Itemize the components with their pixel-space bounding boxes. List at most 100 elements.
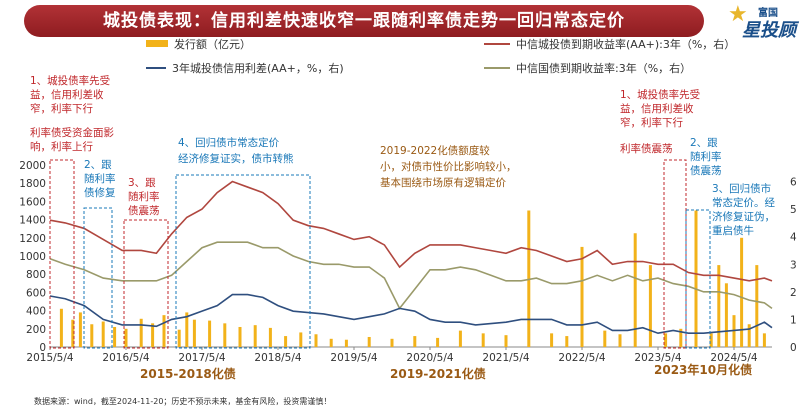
- issuance-bar: [740, 237, 744, 347]
- annotation-3: 3、跟 随利率 债震荡: [128, 177, 163, 217]
- x-tick-label: 2017/5/4: [178, 352, 225, 364]
- issuance-bar: [284, 336, 288, 347]
- right-axis-ticks: 0 1 2 3 4 5 6: [790, 177, 797, 354]
- issuance-bar: [101, 321, 105, 347]
- issuance-bar: [151, 323, 155, 347]
- right-tick-label: 6: [790, 177, 797, 189]
- legend-cbond-yield: 中信城投债到期收益率(AA+):3年（%，右）: [516, 37, 735, 51]
- issuance-bar: [458, 330, 462, 347]
- period-2023-10: 2023年10月化债: [654, 362, 752, 377]
- left-tick-label: 1200: [19, 233, 46, 245]
- period-labels: 2015-2018化债 2019-2021化债 2023年10月化债: [140, 362, 752, 381]
- period-2019-2021: 2019-2021化债: [390, 366, 486, 381]
- issuance-bar: [59, 308, 63, 347]
- issuance-bar: [78, 312, 82, 347]
- issuance-bar: [664, 333, 668, 347]
- title-banner: [24, 5, 704, 37]
- issuance-bar: [413, 336, 417, 347]
- issuance-bar: [299, 332, 303, 347]
- annotation-2: 2、跟 随利率 债修复: [84, 159, 119, 199]
- right-tick-label: 0: [790, 342, 797, 354]
- issuance-bar: [565, 336, 569, 347]
- box-phase1-red: [49, 159, 75, 349]
- annotation-r3: 3、回归债市 常态定价。经 济修复证伪， 重启债牛: [712, 182, 778, 237]
- right-tick-label: 3: [790, 259, 797, 271]
- issuance-bar: [139, 318, 143, 347]
- x-tick-label: 2018/5/4: [254, 352, 301, 364]
- line-credit-spread: [49, 293, 773, 335]
- annotation-r1b: 利率债震荡: [620, 142, 673, 155]
- left-axis-ticks: 0 200 400 600 800 1000 1200 1400 1600 1800 2000: [19, 160, 46, 354]
- issuance-bar: [481, 333, 485, 347]
- chart-title: 城投债表现：信用利差快速收窄一跟随利率债走势一回归常态定价: [103, 11, 625, 31]
- right-tick-label: 1: [790, 314, 797, 326]
- left-tick-label: 400: [26, 306, 46, 318]
- issuance-bar: [344, 339, 348, 347]
- box-2023-blue: [685, 209, 711, 349]
- issuance-bar: [162, 315, 166, 347]
- left-tick-label: 2000: [19, 160, 46, 172]
- left-tick-label: 200: [26, 324, 46, 336]
- star-icon: ★: [728, 2, 748, 27]
- left-tick-label: 1000: [19, 251, 46, 263]
- issuance-bar: [580, 246, 584, 347]
- issuance-bar: [436, 337, 440, 347]
- issuance-bar: [762, 333, 766, 347]
- issuance-bar: [717, 265, 721, 347]
- right-tick-label: 5: [790, 204, 797, 216]
- left-tick-label: 0: [39, 342, 46, 354]
- box-2023-red: [663, 159, 687, 349]
- legend-issuance: 发行额（亿元）: [174, 37, 251, 51]
- issuance-bar: [648, 265, 652, 347]
- line-cbond-yield: [49, 180, 773, 282]
- legend-swatch-issuance: [146, 40, 168, 47]
- right-tick-label: 4: [790, 232, 797, 244]
- issuance-bar: [185, 312, 189, 347]
- left-tick-label: 600: [26, 287, 46, 299]
- right-tick-label: 2: [790, 287, 797, 299]
- line-gov-yield: [49, 241, 773, 310]
- issuance-bar: [709, 333, 713, 347]
- x-tick-label: 2015/5/4: [26, 352, 73, 364]
- box-phase3-red: [123, 219, 169, 349]
- issuance-bar: [755, 265, 759, 347]
- logo-main: 星投顾: [742, 20, 796, 41]
- period-2015-2018: 2015-2018化债: [140, 366, 236, 381]
- issuance-bar: [367, 336, 371, 347]
- annotation-mid: 2019-2022化债额度较 小，对债市性价比影响较小， 基本围绕市场原有逻辑定…: [380, 144, 520, 189]
- issuance-bar: [208, 320, 212, 347]
- legend-gov-yield: 中信国债到期收益率:3年（%，右）: [516, 61, 691, 75]
- series-lines: [49, 180, 773, 335]
- data-source: 数据来源：wind，截至2024-11-20；历史不预示未来，基金有风险，投资需…: [34, 397, 332, 406]
- issuance-bar: [633, 233, 637, 347]
- left-tick-label: 1600: [19, 196, 46, 208]
- issuance-bar: [504, 335, 508, 347]
- left-tick-label: 1400: [19, 215, 46, 227]
- issuance-bar: [679, 328, 683, 347]
- issuance-bar: [177, 329, 181, 347]
- issuance-bar: [618, 334, 622, 347]
- box-phase4-blue: [175, 174, 311, 349]
- issuance-bar: [223, 323, 227, 347]
- x-axis-ticks: 2015/5/4 2016/5/4 2017/5/4 2018/5/4 2019/5/4…: [26, 347, 758, 364]
- issuance-bar: [253, 325, 257, 347]
- issuance-bar: [329, 338, 333, 347]
- annotation-4: 4、回归债市常态定价 经济修复证实，债市转熊: [178, 136, 294, 165]
- annotation-r2: 2、跟 随利率 债震荡: [690, 137, 725, 177]
- x-tick-label: 2022/5/4: [558, 352, 605, 364]
- legend-spread: 3年城投债信用利差(AA+，%，右): [172, 61, 344, 75]
- issuance-bar: [314, 334, 318, 347]
- left-tick-label: 1800: [19, 178, 46, 190]
- x-tick-label: 2019/5/4: [330, 352, 377, 364]
- issuance-bar: [124, 328, 128, 347]
- issuance-bar: [747, 324, 751, 347]
- title-bar: 城投债表现：信用利差快速收窄一跟随利率债走势一回归常态定价 ★ 富国 星投顾: [0, 0, 805, 44]
- annotation-1: 1、城投债率先受 益，信用利差收 窄，利率下行: [30, 74, 114, 115]
- annotation-r1: 1、城投债率先受 益，信用利差收 窄，利率下行: [620, 88, 704, 129]
- issuance-bar: [550, 333, 554, 347]
- legend: 发行额（亿元） 3年城投债信用利差(AA+，%，右) 中信城投债到期收益率(AA…: [146, 37, 735, 75]
- logo-top: 富国: [758, 8, 778, 19]
- highlight-boxes: [49, 159, 711, 349]
- issuance-bar: [90, 324, 94, 347]
